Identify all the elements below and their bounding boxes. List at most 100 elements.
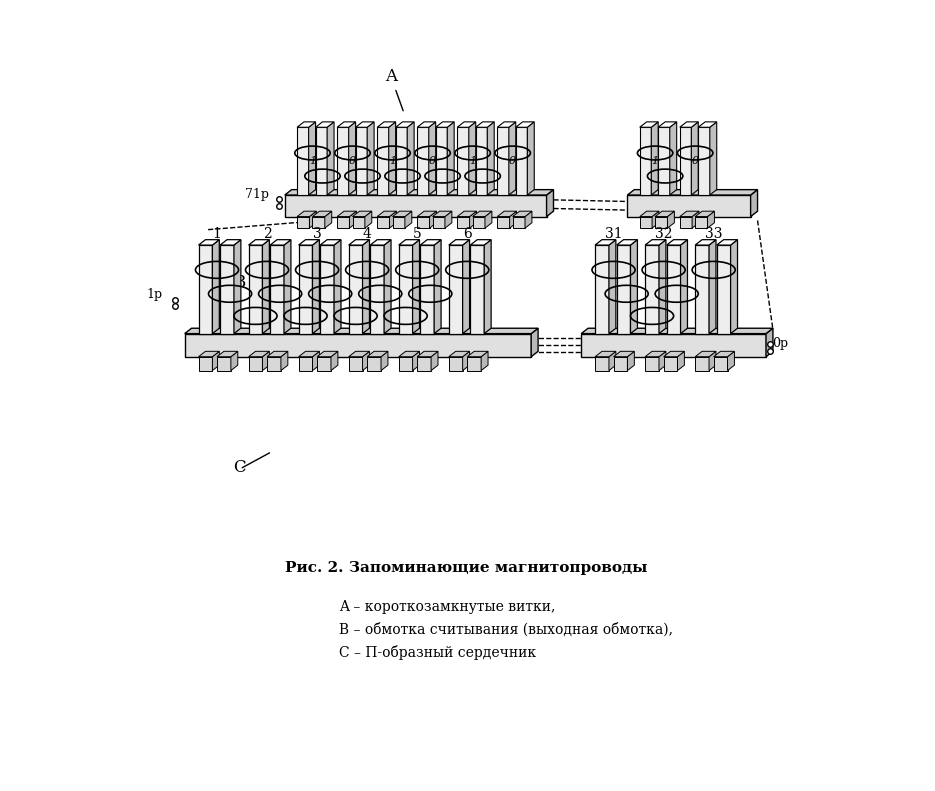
- Polygon shape: [412, 240, 420, 334]
- Polygon shape: [429, 211, 437, 228]
- Polygon shape: [645, 245, 659, 334]
- Polygon shape: [338, 217, 350, 228]
- Polygon shape: [680, 211, 699, 217]
- Polygon shape: [659, 240, 666, 334]
- Polygon shape: [497, 217, 510, 228]
- Polygon shape: [327, 122, 334, 195]
- Polygon shape: [393, 211, 411, 217]
- Polygon shape: [727, 351, 735, 370]
- Polygon shape: [531, 328, 539, 357]
- Polygon shape: [655, 211, 674, 217]
- Polygon shape: [417, 122, 436, 127]
- Text: 71р: 71р: [245, 187, 268, 201]
- Polygon shape: [509, 122, 516, 195]
- Polygon shape: [338, 211, 356, 217]
- Text: 32: 32: [654, 227, 672, 241]
- Polygon shape: [309, 122, 316, 195]
- Polygon shape: [320, 240, 341, 245]
- Polygon shape: [370, 245, 384, 334]
- Polygon shape: [249, 240, 269, 245]
- Polygon shape: [696, 351, 716, 357]
- Polygon shape: [617, 245, 630, 334]
- Polygon shape: [433, 217, 445, 228]
- Polygon shape: [363, 240, 369, 334]
- Polygon shape: [692, 211, 699, 228]
- Polygon shape: [298, 245, 312, 334]
- Polygon shape: [696, 217, 708, 228]
- Polygon shape: [664, 357, 678, 370]
- Polygon shape: [468, 357, 482, 370]
- Polygon shape: [316, 127, 327, 195]
- Polygon shape: [730, 240, 738, 334]
- Polygon shape: [640, 211, 659, 217]
- Polygon shape: [398, 245, 412, 334]
- Text: Запоминающие магнитопроводы: Запоминающие магнитопроводы: [349, 562, 647, 575]
- Polygon shape: [367, 351, 388, 357]
- Polygon shape: [680, 122, 698, 127]
- Polygon shape: [367, 357, 381, 370]
- Polygon shape: [766, 328, 773, 357]
- Polygon shape: [297, 122, 316, 127]
- Polygon shape: [595, 357, 609, 370]
- Polygon shape: [412, 351, 420, 370]
- Polygon shape: [678, 351, 684, 370]
- Polygon shape: [350, 211, 356, 228]
- Polygon shape: [652, 211, 659, 228]
- Text: B – обмотка считывания (выходная обмотка),: B – обмотка считывания (выходная обмотка…: [338, 623, 672, 637]
- Text: B: B: [233, 274, 245, 291]
- Polygon shape: [582, 328, 773, 334]
- Polygon shape: [198, 351, 220, 357]
- Polygon shape: [396, 127, 408, 195]
- Polygon shape: [349, 240, 369, 245]
- Polygon shape: [285, 195, 547, 217]
- Polygon shape: [669, 122, 677, 195]
- Text: C: C: [233, 460, 246, 476]
- Polygon shape: [185, 328, 539, 334]
- Polygon shape: [249, 245, 263, 334]
- Polygon shape: [393, 217, 405, 228]
- Polygon shape: [595, 240, 616, 245]
- Polygon shape: [377, 217, 390, 228]
- Text: 0: 0: [510, 156, 516, 166]
- Polygon shape: [484, 240, 491, 334]
- Polygon shape: [220, 245, 234, 334]
- Polygon shape: [355, 127, 367, 195]
- Polygon shape: [482, 351, 488, 370]
- Polygon shape: [349, 351, 369, 357]
- Polygon shape: [470, 245, 484, 334]
- Polygon shape: [516, 122, 534, 127]
- Polygon shape: [609, 351, 616, 370]
- Polygon shape: [691, 122, 698, 195]
- Polygon shape: [547, 190, 554, 217]
- Polygon shape: [297, 211, 316, 217]
- Polygon shape: [680, 127, 691, 195]
- Polygon shape: [249, 351, 269, 357]
- Text: 0р: 0р: [772, 338, 788, 350]
- Polygon shape: [525, 211, 532, 228]
- Polygon shape: [270, 240, 291, 245]
- Text: C – П-образный сердечник: C – П-образный сердечник: [338, 645, 536, 660]
- Polygon shape: [708, 211, 714, 228]
- Polygon shape: [487, 122, 495, 195]
- Polygon shape: [398, 357, 412, 370]
- Polygon shape: [640, 217, 652, 228]
- Polygon shape: [298, 240, 320, 245]
- Polygon shape: [698, 122, 717, 127]
- Polygon shape: [417, 211, 437, 217]
- Polygon shape: [377, 211, 396, 217]
- Polygon shape: [297, 127, 309, 195]
- Polygon shape: [338, 127, 349, 195]
- Polygon shape: [645, 357, 659, 370]
- Polygon shape: [421, 245, 434, 334]
- Polygon shape: [198, 357, 212, 370]
- Polygon shape: [696, 211, 714, 217]
- Polygon shape: [640, 122, 658, 127]
- Polygon shape: [263, 351, 269, 370]
- Text: Рис. 2.: Рис. 2.: [285, 562, 343, 575]
- Text: 0: 0: [692, 156, 698, 166]
- Polygon shape: [696, 240, 716, 245]
- Text: 1: 1: [652, 156, 658, 166]
- Polygon shape: [640, 127, 652, 195]
- Polygon shape: [185, 334, 531, 357]
- Polygon shape: [234, 240, 241, 334]
